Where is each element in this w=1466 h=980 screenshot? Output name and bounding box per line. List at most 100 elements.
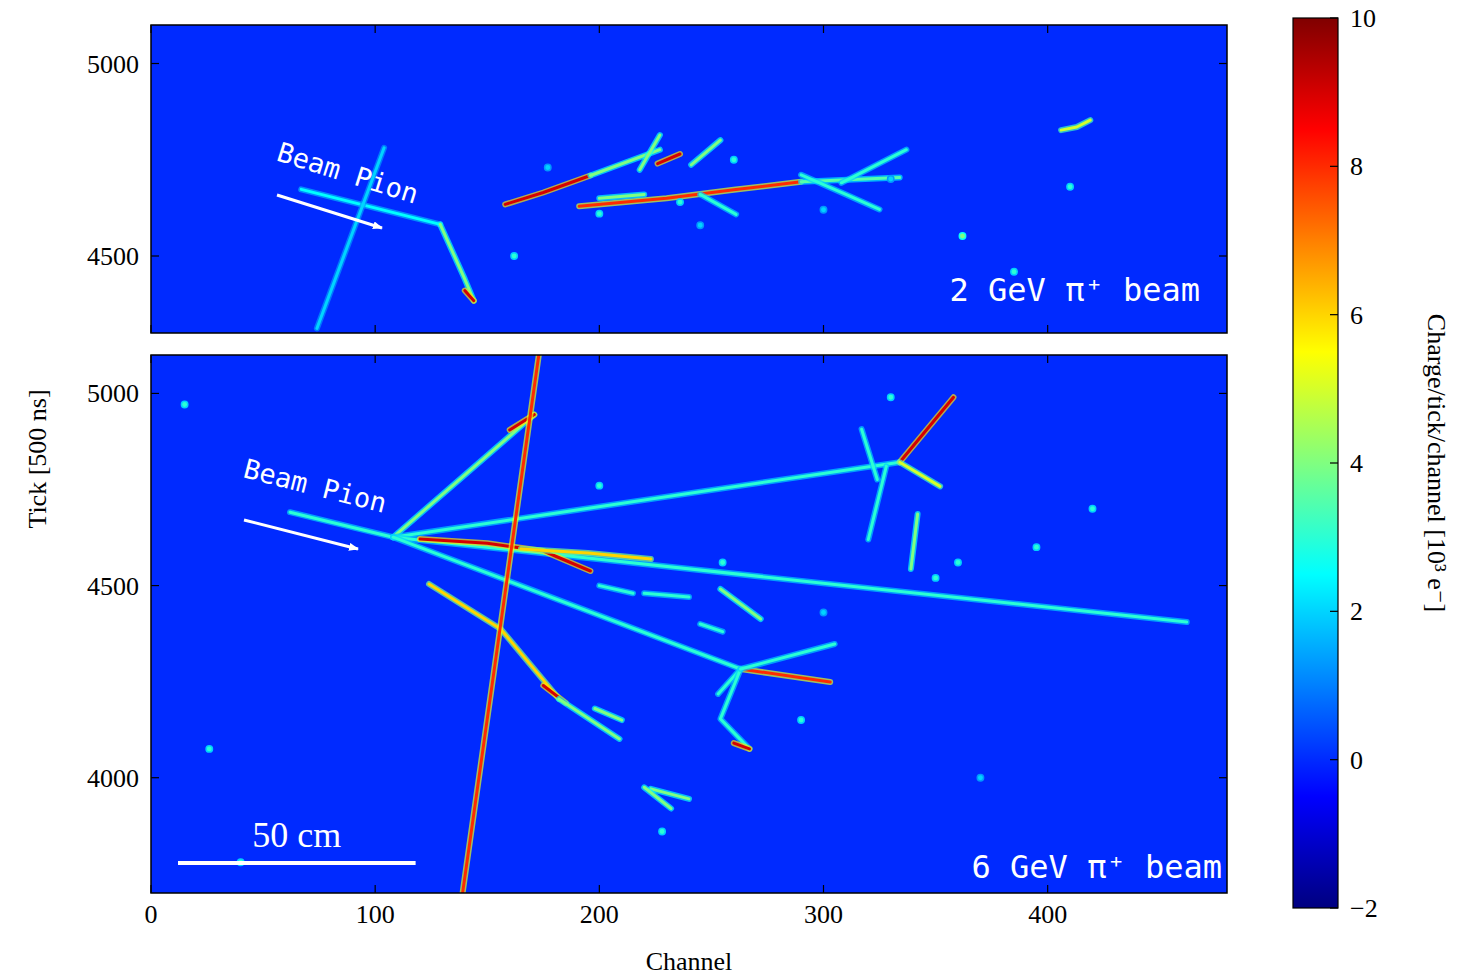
scale-bar [178,861,416,865]
y-tick [1219,255,1227,256]
y-tick-label: 5000 [87,50,139,79]
panel: 0100200300400400045005000Beam Pion6 GeV … [87,355,1227,929]
track-halo [505,176,590,205]
track [691,140,720,165]
annotation-arrow [244,520,358,549]
colorbar-tick-label: 10 [1350,4,1376,33]
colorbar-tick-label: 8 [1350,152,1363,181]
hit [820,207,826,213]
colorbar-tick-label: −2 [1350,894,1378,923]
x-tick [823,25,824,33]
annotation-arrow [277,195,382,228]
track-halo [658,154,680,164]
y-tick [151,63,159,64]
x-tick-label: 200 [580,900,619,929]
track [644,593,689,597]
hit [596,210,602,216]
track-halo [595,709,622,721]
track-halo [521,549,651,559]
plot-area [181,355,1186,893]
x-tick [150,25,151,33]
track [463,355,539,893]
x-tick [375,885,376,893]
hit [181,401,187,407]
x-tick-label: 300 [804,900,843,929]
x-tick-label: 100 [356,900,395,929]
y-tick-label: 4500 [87,242,139,271]
track-halo [741,644,835,669]
hit [932,575,938,581]
colorbar-tick-label: 6 [1350,301,1363,330]
track [579,182,801,207]
track-halo [900,397,954,462]
track-halo [911,514,918,569]
hit [888,394,894,400]
track-halo [463,355,539,893]
y-tick [151,777,159,778]
track [734,743,750,749]
x-tick [375,355,376,363]
hit [1067,184,1073,190]
track [801,175,879,210]
track-halo [420,539,590,571]
track [900,462,940,486]
x-tick [150,325,151,333]
track-halo [393,537,740,669]
scale-bar-label: 50 cm [252,815,341,855]
y-tick [1219,63,1227,64]
x-tick [1047,325,1048,333]
hit [955,559,961,565]
track-halo [720,589,760,619]
track [658,154,680,164]
x-tick [599,885,600,893]
x-tick [599,355,600,363]
track-halo [801,175,879,210]
hit [697,222,703,228]
colorbar-frame [1293,18,1338,908]
hit [731,157,737,163]
hit [511,253,517,259]
colorbar-tick [1330,17,1338,18]
track-halo [900,462,940,486]
track-halo [599,586,633,594]
x-tick-label: 0 [145,900,158,929]
hit [798,717,804,723]
y-tick [151,585,159,586]
track-halo [691,140,720,165]
hit [545,164,551,170]
track-halo [720,669,749,749]
x-tick [1047,885,1048,893]
track [420,539,590,571]
track-halo [700,624,722,632]
x-tick-label: 400 [1028,900,1067,929]
background [151,355,1227,893]
frame [151,355,1227,893]
y-tick [151,255,159,256]
x-tick [375,325,376,333]
hit [888,176,894,182]
colorbar-tick [1330,314,1338,315]
panel: 45005000Beam Pion2 GeV π⁺ beam [87,25,1227,333]
track [741,669,831,682]
x-tick [823,885,824,893]
hit [206,746,212,752]
track [465,291,474,301]
track-halo [734,743,750,749]
track [393,537,740,669]
x-tick [823,325,824,333]
x-tick [1047,25,1048,33]
track-halo [741,669,831,682]
x-tick [375,25,376,33]
hit [596,482,602,488]
track [700,194,736,214]
colorbar-tick-label: 0 [1350,746,1363,775]
x-tick [150,355,151,363]
track [900,397,954,462]
track [862,429,878,479]
hit [659,828,665,834]
background [151,25,1227,333]
track-halo [644,787,671,808]
colorbar-tick [1330,907,1338,908]
x-tick [823,355,824,363]
track-halo [579,182,801,207]
